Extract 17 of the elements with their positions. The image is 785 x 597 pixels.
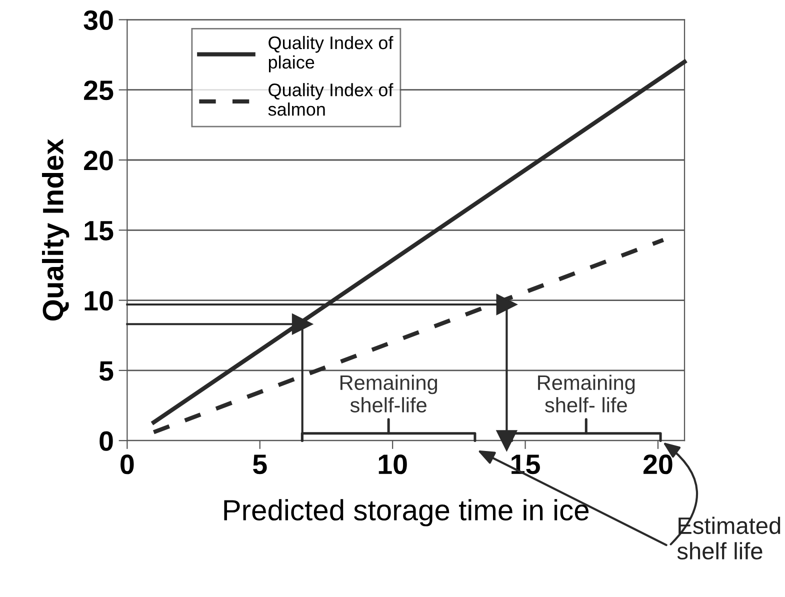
annotation: Remaining shelf- life bbox=[538, 374, 635, 412]
y-tick-label: 20 bbox=[84, 150, 113, 170]
x-axis-title: Predicted storage time in ice bbox=[224, 499, 589, 526]
y-tick-label: 0 bbox=[100, 431, 113, 451]
y-tick-label: 30 bbox=[84, 10, 113, 30]
legend-label: Quality Index of plaice bbox=[268, 36, 394, 72]
y-tick-label: 10 bbox=[84, 290, 113, 311]
x-tick-label: 10 bbox=[378, 454, 407, 474]
y-tick-label: 15 bbox=[84, 221, 114, 240]
x-tick-label: 0 bbox=[120, 454, 134, 474]
y-tick-label: 25 bbox=[84, 80, 114, 100]
x-tick-label: 5 bbox=[253, 454, 267, 474]
annotation: Remaining shelf-life bbox=[340, 374, 438, 412]
y-axis-title: Quality Index bbox=[42, 138, 70, 321]
x-tick-label: 20 bbox=[643, 454, 672, 474]
y-tick-label: 5 bbox=[99, 361, 114, 381]
legend-label: Quality Index of salmon bbox=[268, 83, 394, 116]
